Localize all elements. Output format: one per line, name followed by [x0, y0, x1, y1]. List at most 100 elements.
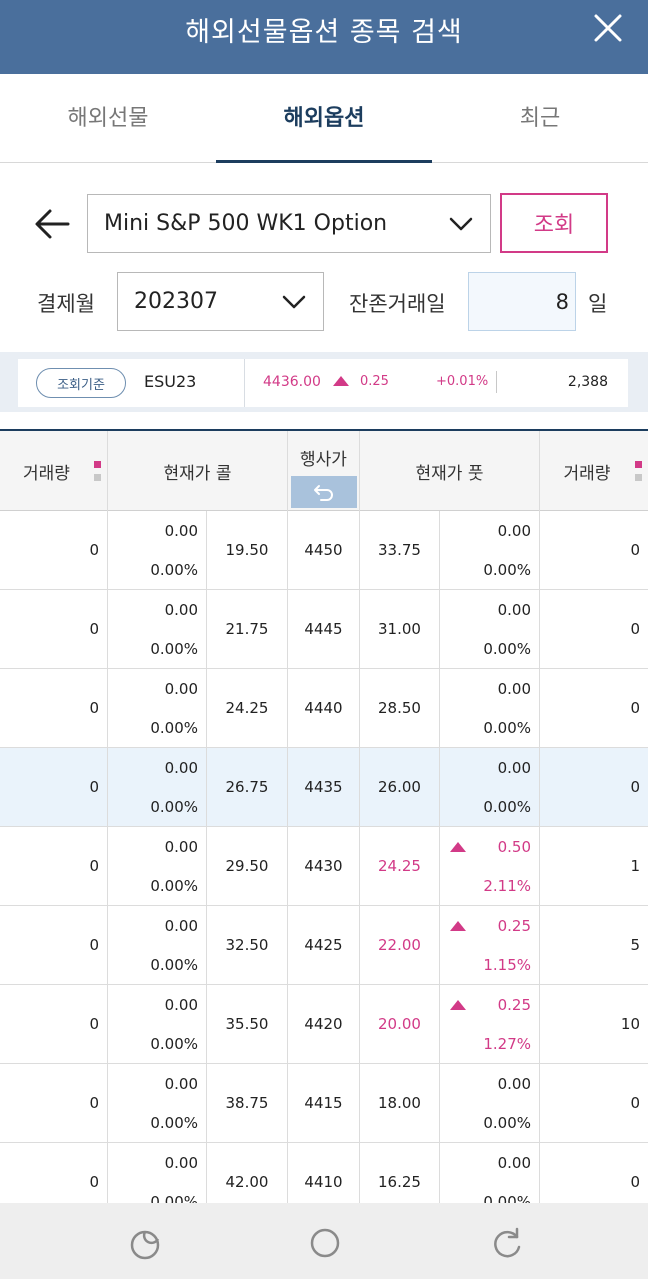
put-price-value: 26.00 — [378, 778, 421, 796]
call-change-cell: 0.00 0.00% — [108, 590, 207, 668]
put-change-pct: 0.00% — [483, 640, 531, 658]
put-volume-cell: 1 — [540, 827, 648, 905]
call-price-value: 26.75 — [225, 778, 269, 796]
call-price-cell: 35.50 — [207, 985, 288, 1063]
put-change-pct: 0.00% — [483, 1114, 531, 1132]
put-change-value: 0.00 — [497, 759, 531, 777]
call-volume-value: 0 — [89, 1173, 99, 1191]
put-volume-header[interactable]: 거래량 — [540, 431, 648, 511]
refresh-icon[interactable] — [487, 1223, 527, 1263]
put-volume-value: 0 — [630, 620, 640, 638]
put-volume-cell: 0 — [540, 669, 648, 747]
call-change-cell: 0.00 0.00% — [108, 748, 207, 826]
close-icon[interactable] — [588, 8, 628, 48]
strike-cell: 4410 — [288, 1143, 360, 1203]
put-price-value: 20.00 — [378, 1015, 421, 1033]
call-price-value: 42.00 — [225, 1173, 269, 1191]
underlying-info: 조회기준 ESU23 4436.00 0.25 +0.01% 2,388 — [18, 359, 628, 407]
put-volume-value: 0 — [630, 699, 640, 717]
month-select[interactable]: 202307 — [117, 272, 324, 331]
table-row[interactable]: 0 0.00 0.00% 32.50 4425 22.00 0.25 1.15% 5 — [0, 906, 648, 985]
put-volume-cell: 0 — [540, 1064, 648, 1142]
call-price-cell: 42.00 — [207, 1143, 288, 1203]
remaining-days-input[interactable]: 8 — [468, 272, 576, 331]
page-title: 해외선물옵션 종목 검색 — [185, 17, 463, 48]
tab-recent[interactable]: 최근 — [519, 106, 561, 131]
put-price-cell: 20.00 — [360, 985, 440, 1063]
put-volume-cell: 0 — [540, 590, 648, 668]
call-change-pct: 0.00% — [150, 640, 198, 658]
call-volume-value: 0 — [89, 936, 99, 954]
strike-cell: 4440 — [288, 669, 360, 747]
put-volume-value: 10 — [620, 1015, 640, 1033]
strike-value: 4435 — [304, 778, 343, 796]
put-change-pct: 0.00% — [483, 719, 531, 737]
underlying-change-pct: +0.01% — [436, 374, 489, 389]
call-volume-value: 0 — [89, 1015, 99, 1033]
table-row[interactable]: 0 0.00 0.00% 19.50 4450 33.75 0.00 0.00% 0 — [0, 511, 648, 590]
table-row[interactable]: 0 0.00 0.00% 38.75 4415 18.00 0.00 0.00% 0 — [0, 1064, 648, 1143]
put-volume-cell: 0 — [540, 748, 648, 826]
call-price-value: 19.50 — [225, 541, 269, 559]
tab-overseas-options[interactable]: 해외옵션 — [216, 74, 432, 163]
put-change-pct: 1.15% — [483, 956, 531, 974]
put-volume-value: 5 — [630, 936, 640, 954]
put-price-cell: 31.00 — [360, 590, 440, 668]
call-price-cell: 21.75 — [207, 590, 288, 668]
call-change-value: 0.00 — [164, 917, 198, 935]
call-price-cell: 38.75 — [207, 1064, 288, 1142]
put-change-value: 0.25 — [497, 996, 531, 1014]
call-change-value: 0.00 — [164, 680, 198, 698]
up-triangle-icon — [450, 842, 466, 852]
call-change-pct: 0.00% — [150, 798, 198, 816]
call-volume-cell: 0 — [0, 906, 108, 984]
back-arrow-icon[interactable] — [32, 204, 72, 244]
call-change-cell: 0.00 0.00% — [108, 669, 207, 747]
put-change-pct: 0.00% — [483, 798, 531, 816]
call-price-cell: 29.50 — [207, 827, 288, 905]
remaining-days-unit: 일 — [588, 292, 608, 316]
month-select-value: 202307 — [134, 289, 218, 314]
table-row[interactable]: 0 0.00 0.00% 26.75 4435 26.00 0.00 0.00% 0 — [0, 748, 648, 827]
put-change-pct: 1.27% — [483, 1035, 531, 1053]
call-price-value: 24.25 — [225, 699, 269, 717]
put-change-value: 0.00 — [497, 1154, 531, 1172]
product-select[interactable]: Mini S&P 500 WK1 Option — [87, 194, 491, 253]
call-change-pct: 0.00% — [150, 719, 198, 737]
undo-icon[interactable] — [290, 476, 357, 508]
call-change-value: 0.00 — [164, 838, 198, 856]
call-change-value: 0.00 — [164, 759, 198, 777]
table-row[interactable]: 0 0.00 0.00% 35.50 4420 20.00 0.25 1.27% 10 — [0, 985, 648, 1064]
put-change-pct: 0.00% — [483, 1193, 531, 1203]
strike-value: 4425 — [304, 936, 343, 954]
table-header: 거래량 현재가 콜 행사가 현재가 풋 거래량 — [0, 429, 648, 511]
basis-badge[interactable]: 조회기준 — [36, 368, 126, 398]
put-price-cell: 18.00 — [360, 1064, 440, 1142]
call-volume-header-label: 거래량 — [23, 463, 70, 484]
call-change-cell: 0.00 0.00% — [108, 906, 207, 984]
circle-icon[interactable] — [305, 1223, 345, 1263]
circle-overlap-icon[interactable] — [125, 1223, 165, 1263]
table-row[interactable]: 0 0.00 0.00% 24.25 4440 28.50 0.00 0.00% 0 — [0, 669, 648, 748]
strike-value: 4440 — [304, 699, 343, 717]
put-change-value: 0.25 — [497, 917, 531, 935]
put-price-cell: 28.50 — [360, 669, 440, 747]
table-row[interactable]: 0 0.00 0.00% 42.00 4410 16.25 0.00 0.00% 0 — [0, 1143, 648, 1203]
strike-header-label: 행사가 — [300, 450, 347, 470]
query-button[interactable]: 조회 — [500, 193, 608, 253]
table-row[interactable]: 0 0.00 0.00% 29.50 4430 24.25 0.50 2.11% 1 — [0, 827, 648, 906]
strike-header: 행사가 — [288, 431, 360, 511]
put-change-cell: 0.25 1.15% — [440, 906, 540, 984]
underlying-change: 0.25 — [360, 374, 389, 389]
chevron-down-icon — [282, 295, 306, 308]
put-volume-value: 0 — [630, 541, 640, 559]
put-price-value: 18.00 — [378, 1094, 421, 1112]
strike-cell: 4430 — [288, 827, 360, 905]
call-price-value: 35.50 — [225, 1015, 269, 1033]
call-volume-header[interactable]: 거래량 — [0, 431, 108, 511]
strike-cell: 4450 — [288, 511, 360, 589]
tab-overseas-futures[interactable]: 해외선물 — [67, 106, 149, 131]
put-price-value: 22.00 — [378, 936, 421, 954]
table-row[interactable]: 0 0.00 0.00% 21.75 4445 31.00 0.00 0.00% 0 — [0, 590, 648, 669]
put-change-value: 0.00 — [497, 601, 531, 619]
